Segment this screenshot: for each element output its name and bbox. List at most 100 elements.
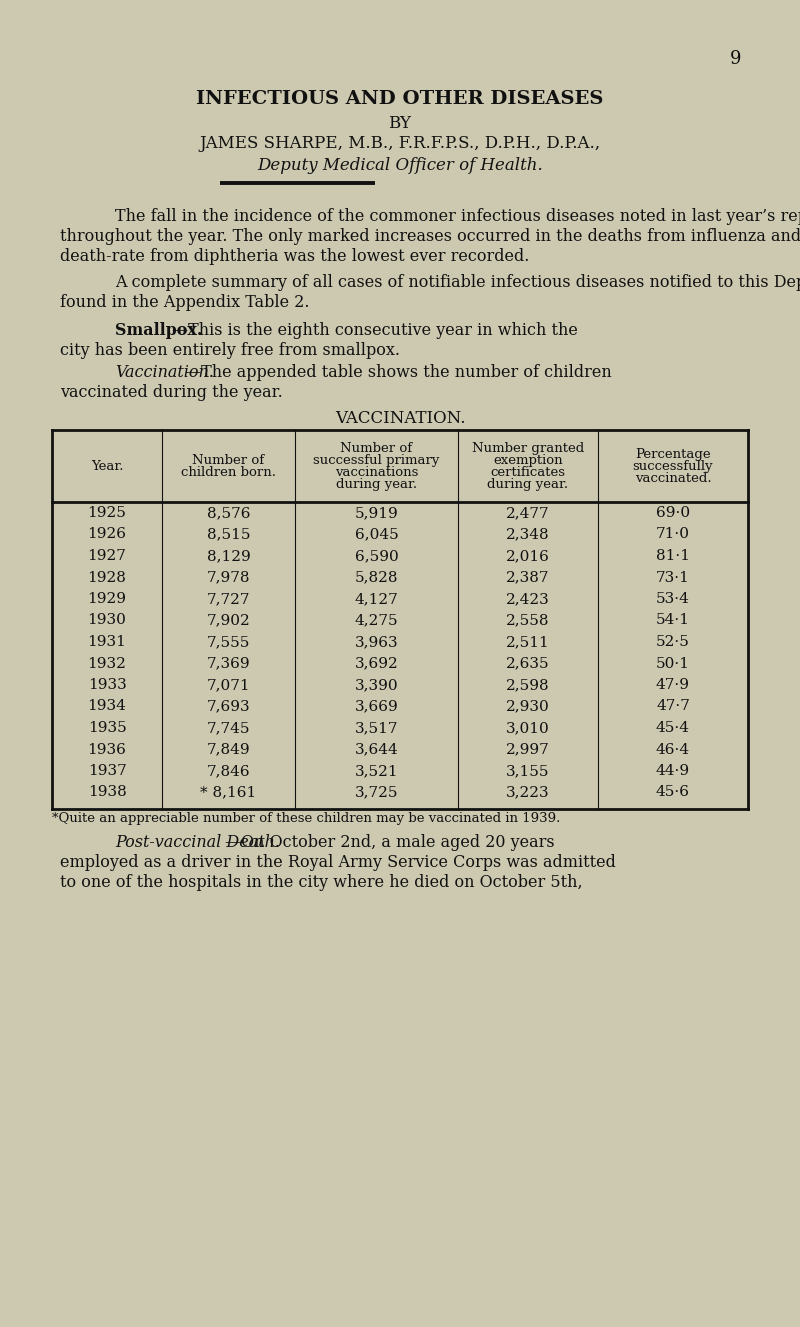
Text: Post-vaccinal Death.: Post-vaccinal Death. [115,833,280,851]
Text: 3,669: 3,669 [354,699,398,714]
Text: city has been entirely free from smallpox.: city has been entirely free from smallpo… [60,342,400,360]
Text: children born.: children born. [181,466,276,479]
Text: certificates: certificates [490,466,566,479]
Text: 1937: 1937 [88,764,126,778]
Text: 1936: 1936 [87,743,126,756]
Text: 7,555: 7,555 [207,636,250,649]
Text: 3,155: 3,155 [506,764,550,778]
Text: INFECTIOUS AND OTHER DISEASES: INFECTIOUS AND OTHER DISEASES [196,90,604,107]
Text: The fall in the incidence of the commoner infectious diseases noted in last year: The fall in the incidence of the commone… [115,208,800,226]
Text: 2,598: 2,598 [506,678,550,691]
Text: employed as a driver in the Royal Army Service Corps was admitted: employed as a driver in the Royal Army S… [60,855,616,871]
Text: 81·1: 81·1 [656,549,690,563]
Text: 47·7: 47·7 [656,699,690,714]
Text: 45·4: 45·4 [656,721,690,735]
Text: 2,511: 2,511 [506,636,550,649]
Text: 7,745: 7,745 [206,721,250,735]
Text: 52·5: 52·5 [656,636,690,649]
Text: 53·4: 53·4 [656,592,690,606]
Text: 44·9: 44·9 [656,764,690,778]
Text: death-rate from diphtheria was the lowest ever recorded.: death-rate from diphtheria was the lowes… [60,248,530,265]
Text: 3,644: 3,644 [354,743,398,756]
Text: 1930: 1930 [87,613,126,628]
Text: 1928: 1928 [87,571,126,584]
Text: successful primary: successful primary [314,454,440,467]
Text: —The appended table shows the number of children: —The appended table shows the number of … [185,364,612,381]
Text: 9: 9 [730,50,742,68]
Text: 1931: 1931 [87,636,126,649]
Text: 5,919: 5,919 [354,506,398,520]
Text: 4,127: 4,127 [354,592,398,606]
Text: 6,590: 6,590 [354,549,398,563]
Text: vaccinations: vaccinations [335,466,418,479]
Text: 54·1: 54·1 [656,613,690,628]
Text: 2,997: 2,997 [506,743,550,756]
Text: 6,045: 6,045 [354,528,398,541]
Text: 1935: 1935 [88,721,126,735]
Text: Vaccination.: Vaccination. [115,364,214,381]
Text: * 8,161: * 8,161 [200,786,257,799]
Text: —On October 2nd, a male aged 20 years: —On October 2nd, a male aged 20 years [225,833,554,851]
Text: 3,725: 3,725 [354,786,398,799]
Text: 7,693: 7,693 [206,699,250,714]
Text: 1933: 1933 [88,678,126,691]
Text: 8,515: 8,515 [206,528,250,541]
Text: —This is the eighth consecutive year in which the: —This is the eighth consecutive year in … [172,322,578,338]
Text: 7,727: 7,727 [206,592,250,606]
Text: 7,071: 7,071 [206,678,250,691]
Text: 2,930: 2,930 [506,699,550,714]
Text: throughout the year. The only marked increases occurred in the deaths from influ: throughout the year. The only marked inc… [60,228,800,245]
Text: BY: BY [389,115,411,131]
Text: 1932: 1932 [87,657,126,670]
Text: exemption: exemption [493,454,563,467]
Text: found in the Appendix Table 2.: found in the Appendix Table 2. [60,295,310,311]
Text: Smallpox.: Smallpox. [115,322,202,338]
Text: VACCINATION.: VACCINATION. [334,410,466,427]
Text: 3,010: 3,010 [506,721,550,735]
Text: 8,129: 8,129 [206,549,250,563]
Text: 8,576: 8,576 [206,506,250,520]
Text: 2,016: 2,016 [506,549,550,563]
Text: *Quite an appreciable number of these children may be vaccinated in 1939.: *Quite an appreciable number of these ch… [52,812,560,825]
Text: 1934: 1934 [87,699,126,714]
Text: 50·1: 50·1 [656,657,690,670]
Text: 2,558: 2,558 [506,613,550,628]
Text: 3,963: 3,963 [354,636,398,649]
Text: to one of the hospitals in the city where he died on October 5th,: to one of the hospitals in the city wher… [60,874,582,890]
Text: 73·1: 73·1 [656,571,690,584]
Text: 71·0: 71·0 [656,528,690,541]
Text: 7,369: 7,369 [206,657,250,670]
Text: 2,635: 2,635 [506,657,550,670]
Text: Number of: Number of [341,442,413,455]
Text: 45·6: 45·6 [656,786,690,799]
Text: vaccinated during the year.: vaccinated during the year. [60,384,282,401]
Text: 2,423: 2,423 [506,592,550,606]
Text: Deputy Medical Officer of Health.: Deputy Medical Officer of Health. [257,157,543,174]
Text: 7,849: 7,849 [206,743,250,756]
Text: 1925: 1925 [87,506,126,520]
Text: during year.: during year. [336,478,417,491]
Text: Number of: Number of [193,454,265,467]
Text: 2,348: 2,348 [506,528,550,541]
Text: 3,692: 3,692 [354,657,398,670]
Text: Percentage: Percentage [635,449,711,460]
Text: 46·4: 46·4 [656,743,690,756]
Text: 69·0: 69·0 [656,506,690,520]
Text: 1929: 1929 [87,592,126,606]
Text: Number granted: Number granted [472,442,584,455]
Text: A complete summary of all cases of notifiable infectious diseases notified to th: A complete summary of all cases of notif… [115,273,800,291]
Text: 1927: 1927 [87,549,126,563]
Text: 47·9: 47·9 [656,678,690,691]
Text: 3,517: 3,517 [354,721,398,735]
Text: during year.: during year. [487,478,569,491]
Text: 2,387: 2,387 [506,571,550,584]
Text: 7,902: 7,902 [206,613,250,628]
Text: successfully: successfully [633,460,714,472]
Text: 1926: 1926 [87,528,126,541]
Text: 2,477: 2,477 [506,506,550,520]
Text: JAMES SHARPE, M.B., F.R.F.P.S., D.P.H., D.P.A.,: JAMES SHARPE, M.B., F.R.F.P.S., D.P.H., … [199,135,601,153]
Text: 5,828: 5,828 [354,571,398,584]
Text: 4,275: 4,275 [354,613,398,628]
Text: 3,390: 3,390 [354,678,398,691]
Text: 1938: 1938 [88,786,126,799]
